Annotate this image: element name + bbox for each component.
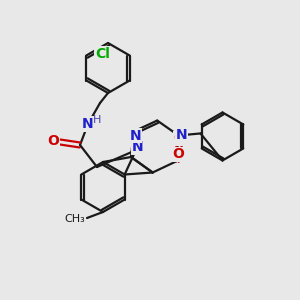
Text: H: H [93,115,101,125]
Text: Cl: Cl [95,46,110,61]
Text: N: N [130,128,141,142]
Text: O: O [172,147,184,161]
Text: N: N [82,117,94,131]
Text: N: N [132,140,144,154]
Text: N: N [176,128,187,142]
Text: CH₃: CH₃ [64,214,85,224]
Text: O: O [47,134,59,148]
Text: O: O [173,131,185,146]
